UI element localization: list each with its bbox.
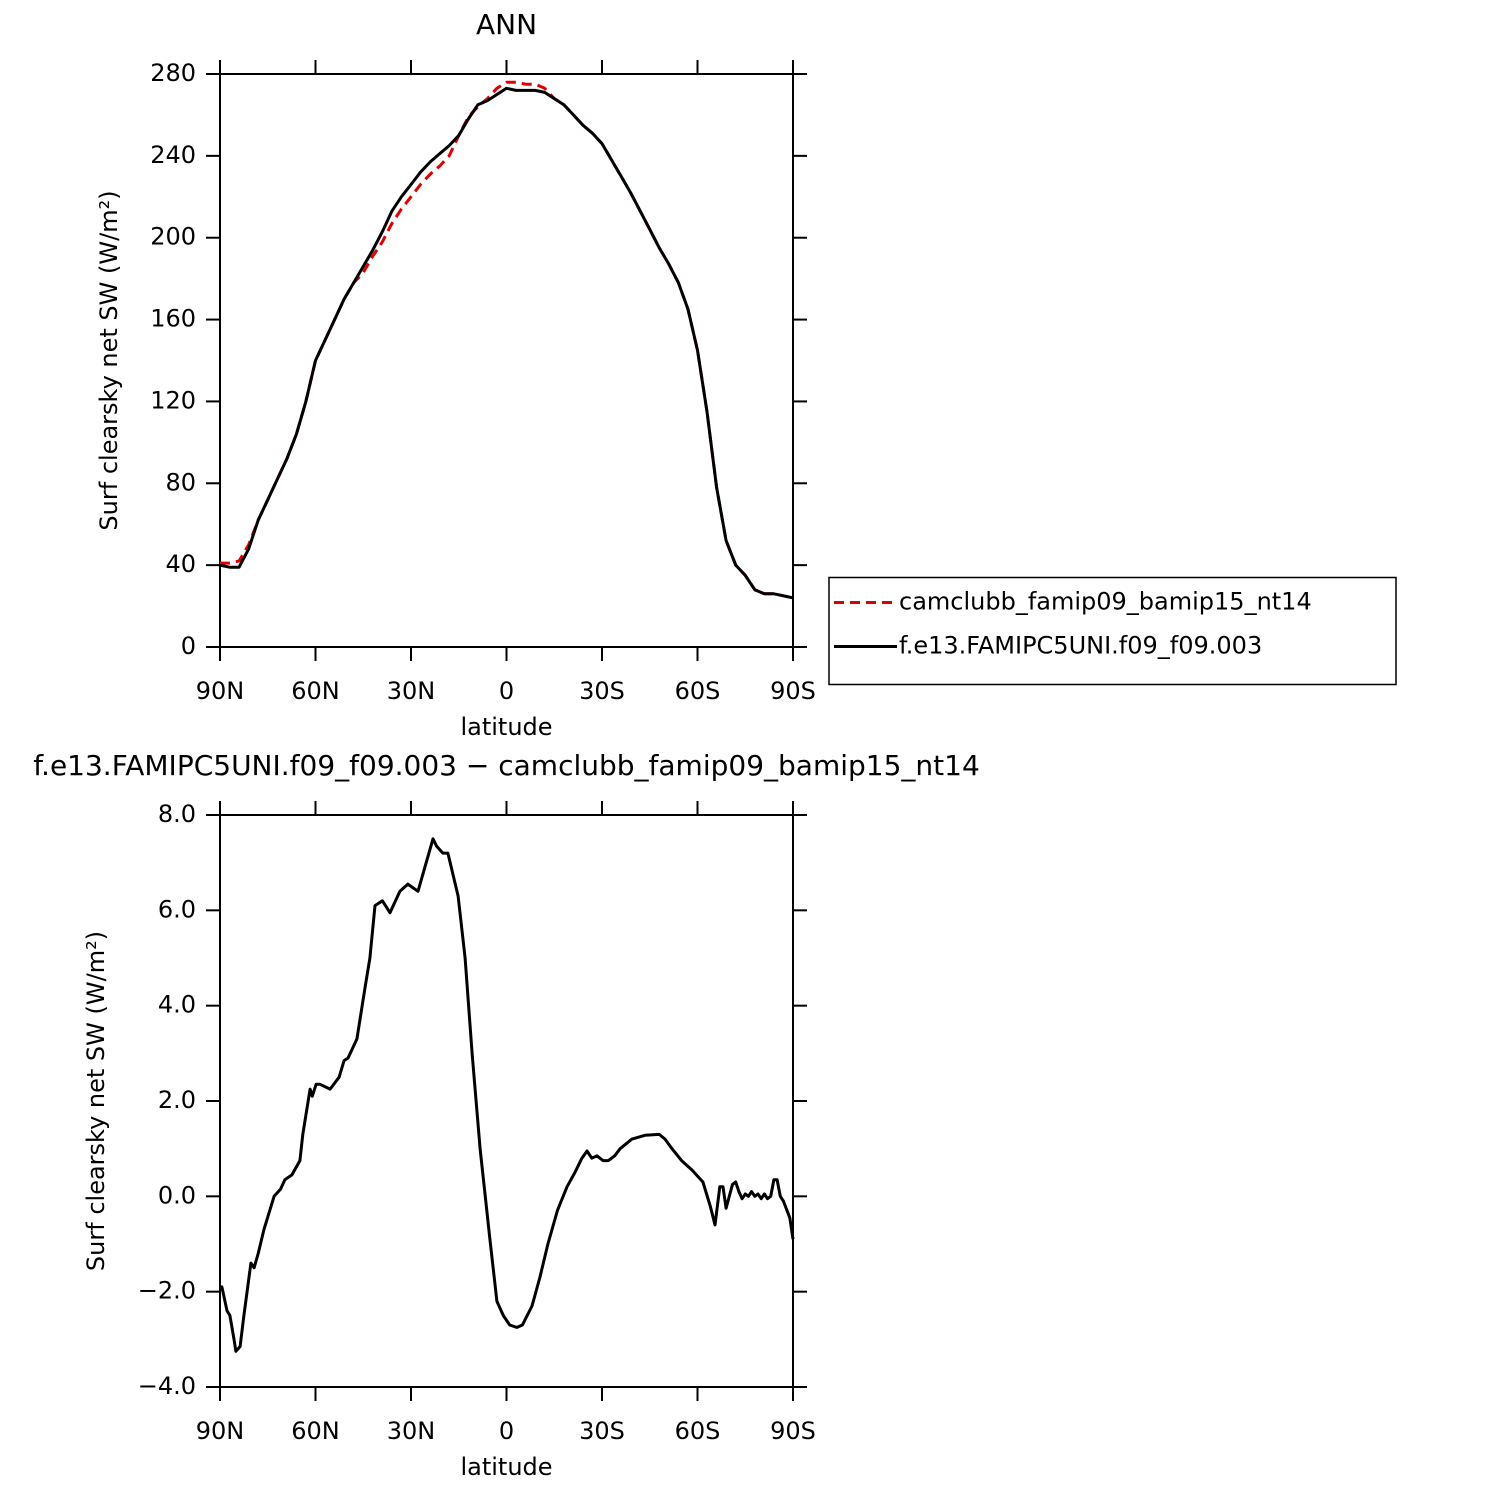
x-axis-label: latitude bbox=[460, 1453, 552, 1481]
y-tick-label: 200 bbox=[150, 223, 196, 251]
y-tick-label: 40 bbox=[165, 550, 196, 578]
y-tick-label: 160 bbox=[150, 305, 196, 333]
y-tick-label: 6.0 bbox=[158, 895, 196, 923]
x-tick-label: 60N bbox=[291, 677, 340, 705]
chart-title: ANN bbox=[476, 8, 537, 41]
y-tick-label: 0 bbox=[181, 632, 196, 660]
data-line bbox=[220, 837, 795, 1353]
y-axis-label: Surf clearsky net SW (W/m²) bbox=[95, 190, 123, 530]
y-tick-label: 280 bbox=[150, 59, 196, 87]
x-tick-label: 60N bbox=[291, 1417, 340, 1445]
y-tick-label: 240 bbox=[150, 141, 196, 169]
x-tick-label: 90S bbox=[770, 677, 816, 705]
x-tick-label: 0 bbox=[499, 1417, 514, 1445]
y-tick-label: −4.0 bbox=[138, 1372, 196, 1400]
x-tick-label: 30N bbox=[387, 677, 436, 705]
x-tick-label: 90N bbox=[196, 677, 245, 705]
x-tick-label: 60S bbox=[675, 1417, 721, 1445]
y-tick-label: 120 bbox=[150, 386, 196, 414]
x-tick-label: 30S bbox=[579, 677, 625, 705]
x-tick-label: 90N bbox=[196, 1417, 245, 1445]
x-tick-label: 90S bbox=[770, 1417, 816, 1445]
chart-title: f.e13.FAMIPC5UNI.f09_f09.003 − camclubb_… bbox=[33, 749, 980, 782]
y-tick-label: 80 bbox=[165, 468, 196, 496]
data-line bbox=[219, 86, 794, 600]
x-tick-label: 0 bbox=[499, 677, 514, 705]
y-tick-label: −2.0 bbox=[138, 1277, 196, 1305]
x-tick-label: 30N bbox=[387, 1417, 436, 1445]
y-tick-label: 2.0 bbox=[158, 1086, 196, 1114]
legend-box bbox=[828, 576, 1397, 686]
x-tick-label: 30S bbox=[579, 1417, 625, 1445]
y-tick-label: 4.0 bbox=[158, 991, 196, 1019]
legend-label: camclubb_famip09_bamip15_nt14 bbox=[899, 588, 1312, 616]
legend-label: f.e13.FAMIPC5UNI.f09_f09.003 bbox=[899, 632, 1262, 660]
plot-frame bbox=[219, 814, 794, 1388]
y-axis-label: Surf clearsky net SW (W/m²) bbox=[82, 931, 110, 1271]
y-tick-label: 8.0 bbox=[158, 800, 196, 828]
plot-frame bbox=[219, 73, 794, 648]
data-line bbox=[220, 80, 794, 600]
x-axis-label: latitude bbox=[460, 713, 552, 741]
y-tick-label: 0.0 bbox=[158, 1181, 196, 1209]
x-tick-label: 60S bbox=[675, 677, 721, 705]
